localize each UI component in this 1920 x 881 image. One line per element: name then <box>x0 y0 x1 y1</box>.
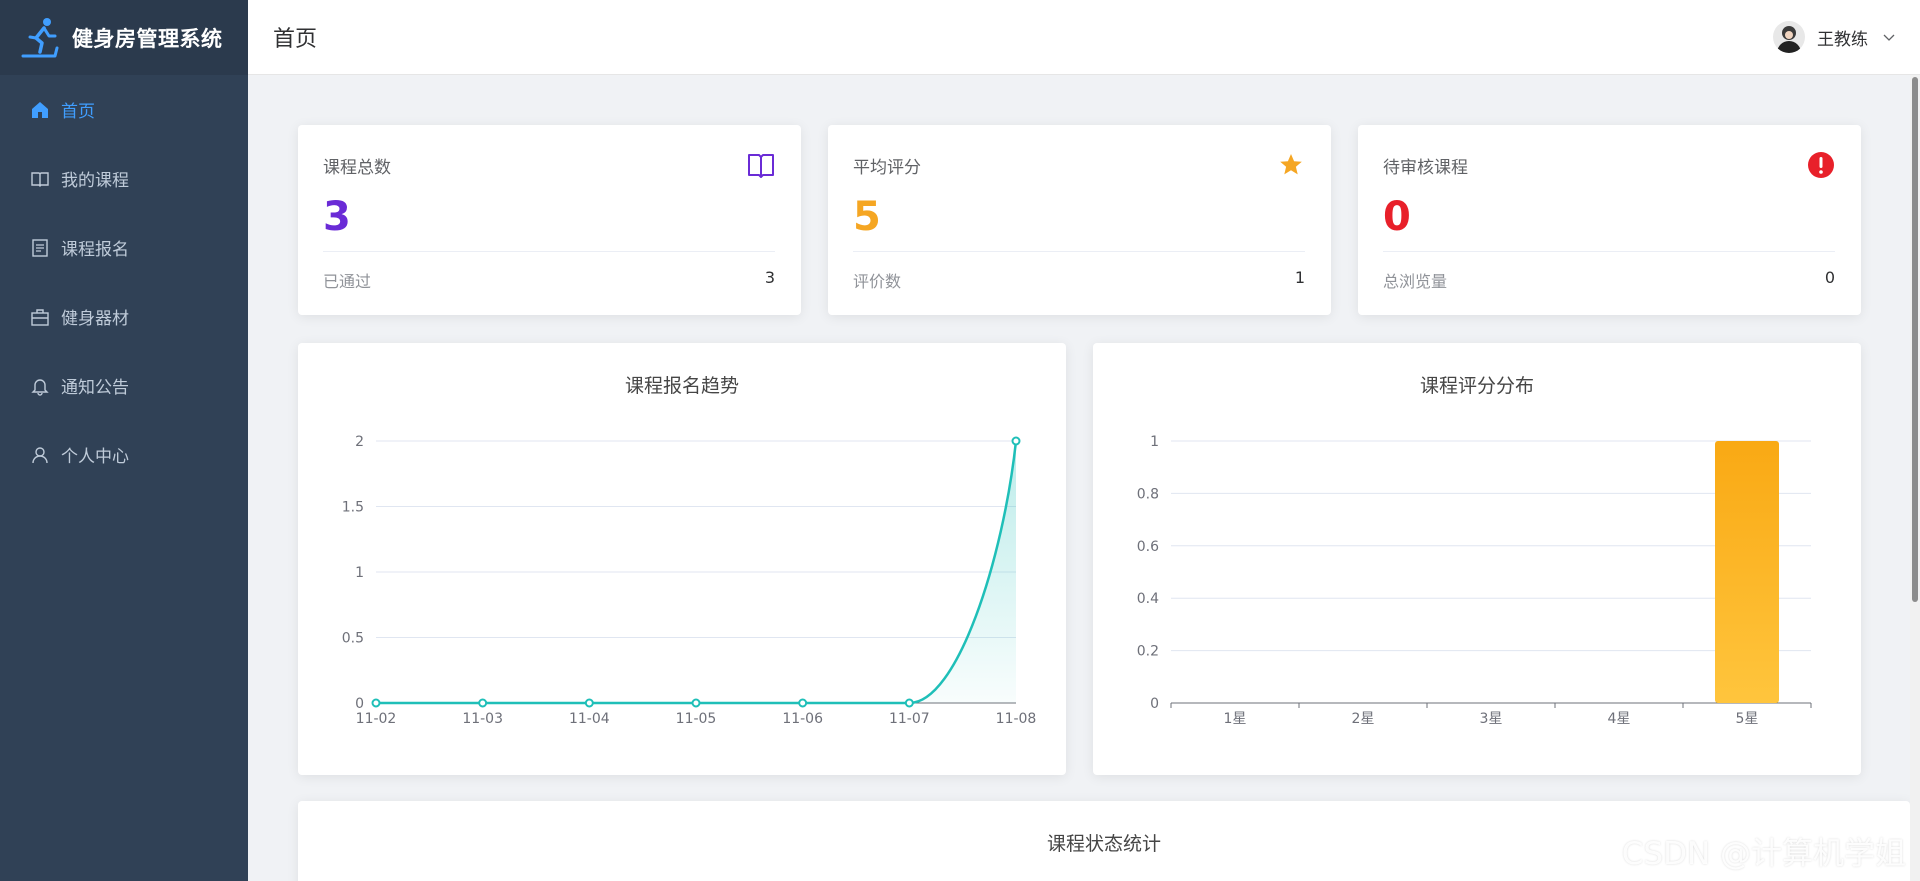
y-tick-label: 1 <box>355 565 364 581</box>
x-tick-label: 11-05 <box>676 711 717 727</box>
main-content: 课程总数 3 已通过 3 平均评分 5 评价数 1 <box>248 75 1920 881</box>
y-tick-label: 2 <box>355 434 364 450</box>
stat-foot-label: 已通过 <box>323 272 372 291</box>
document-icon <box>30 238 50 258</box>
stat-foot-value: 1 <box>1294 268 1305 287</box>
runner-logo-icon <box>21 17 59 57</box>
y-tick-label: 0.6 <box>1137 539 1159 555</box>
user-menu[interactable]: 王教练 <box>1773 21 1896 53</box>
sidebar-item-course-signup[interactable]: 课程报名 <box>0 213 248 282</box>
stat-foot-label: 总浏览量 <box>1383 272 1448 291</box>
sidebar-item-home[interactable]: 首页 <box>0 75 248 144</box>
sidebar-item-label: 课程报名 <box>61 240 129 260</box>
sidebar-item-profile[interactable]: 个人中心 <box>0 420 248 489</box>
data-point <box>904 698 914 708</box>
alert-icon <box>1807 151 1835 179</box>
chevron-down-icon <box>1883 34 1895 41</box>
sidebar-item-label: 首页 <box>61 102 95 122</box>
star-icon <box>1277 151 1305 179</box>
sidebar: 健身房管理系统 首页 我的课程 课程报名 健身器材 <box>0 0 248 881</box>
bar <box>1715 441 1779 703</box>
chart-title: 课程报名趋势 <box>624 375 739 397</box>
page-title: 首页 <box>273 27 318 52</box>
series-area <box>376 441 1016 703</box>
x-tick-label: 11-04 <box>569 711 610 727</box>
data-point <box>584 698 594 708</box>
x-tick-label: 11-03 <box>462 711 503 727</box>
stat-label: 待审核课程 <box>1383 157 1468 178</box>
x-tick-label: 5星 <box>1736 711 1759 727</box>
chart-title: 课程状态统计 <box>1046 833 1161 855</box>
x-tick-label: 2星 <box>1352 711 1375 727</box>
y-tick-label: 0 <box>1150 696 1159 712</box>
stat-card-total-courses: 课程总数 3 已通过 3 <box>298 125 801 315</box>
x-tick-label: 4星 <box>1608 711 1631 727</box>
data-point <box>371 698 381 708</box>
book-icon <box>30 169 50 189</box>
chart-title: 课程评分分布 <box>1419 375 1534 397</box>
y-tick-label: 0.8 <box>1137 486 1159 502</box>
watermark: CSDN @计算机学姐 <box>1621 836 1906 872</box>
stat-value: 0 <box>1383 194 1411 240</box>
top-header: 首页 王教练 <box>248 0 1920 75</box>
sidebar-menu: 首页 我的课程 课程报名 健身器材 通知公告 <box>0 75 248 489</box>
stat-foot-value: 3 <box>764 268 775 287</box>
sidebar-item-my-courses[interactable]: 我的课程 <box>0 144 248 213</box>
y-tick-label: 0.4 <box>1137 591 1159 607</box>
data-point <box>1011 436 1021 446</box>
home-icon <box>30 100 50 120</box>
sidebar-item-equipment[interactable]: 健身器材 <box>0 282 248 351</box>
user-name: 王教练 <box>1817 29 1868 50</box>
stat-foot-label: 评价数 <box>853 272 902 291</box>
y-tick-label: 1.5 <box>342 500 364 516</box>
app-title: 健身房管理系统 <box>72 26 223 51</box>
x-tick-label: 11-02 <box>356 711 397 727</box>
stat-label: 平均评分 <box>853 157 921 178</box>
sidebar-item-label: 我的课程 <box>61 171 129 191</box>
enrollment-trend-card: 课程报名趋势 0 0.5 1 1.5 2 11-02 11-03 11-04 11-05 11-0… <box>298 343 1066 775</box>
y-tick-label: 0.5 <box>342 631 364 647</box>
x-tick-label: 3星 <box>1480 711 1503 727</box>
sidebar-item-label: 通知公告 <box>61 378 129 398</box>
rating-distribution-card: 课程评分分布 0 0.2 0.4 0.6 0.8 1 1星 2星 3星 4星 5星 <box>1093 343 1861 775</box>
stat-card-pending-review: 待审核课程 0 总浏览量 0 <box>1358 125 1861 315</box>
page-scrollbar[interactable] <box>1910 75 1920 881</box>
sidebar-item-notices[interactable]: 通知公告 <box>0 351 248 420</box>
sidebar-item-label: 健身器材 <box>61 309 129 329</box>
stat-value: 3 <box>323 194 351 240</box>
enrollment-trend-chart: 0 0.5 1 1.5 2 11-02 11-03 11-04 11-05 11-06 11-07 1… <box>342 434 1037 727</box>
x-tick-label: 1星 <box>1224 711 1247 727</box>
data-point <box>798 698 808 708</box>
rating-distribution-chart: 0 0.2 0.4 0.6 0.8 1 1星 2星 3星 4星 5星 <box>1137 434 1812 727</box>
data-point <box>478 698 488 708</box>
scrollbar-thumb[interactable] <box>1912 77 1918 602</box>
y-tick-label: 0.2 <box>1137 644 1159 660</box>
y-tick-label: 1 <box>1150 434 1159 450</box>
stat-card-average-rating: 平均评分 5 评价数 1 <box>828 125 1331 315</box>
avatar <box>1773 21 1805 53</box>
stat-foot-value: 0 <box>1824 268 1835 287</box>
x-tick-label: 11-07 <box>889 711 930 727</box>
book-icon <box>747 151 775 179</box>
course-status-card: 课程状态统计 <box>298 801 1910 881</box>
data-point <box>691 698 701 708</box>
x-tick-label: 11-06 <box>782 711 823 727</box>
sidebar-item-label: 个人中心 <box>61 447 129 467</box>
stats-row: 课程总数 3 已通过 3 平均评分 5 评价数 1 <box>298 125 1910 315</box>
bell-icon <box>30 376 50 396</box>
series-line <box>376 440 1018 705</box>
box-icon <box>30 307 50 327</box>
x-tick-label: 11-08 <box>996 711 1037 727</box>
user-icon <box>30 445 50 465</box>
y-tick-label: 0 <box>355 696 364 712</box>
logo: 健身房管理系统 <box>0 0 248 75</box>
stat-label: 课程总数 <box>323 157 391 178</box>
stat-value: 5 <box>853 194 881 240</box>
